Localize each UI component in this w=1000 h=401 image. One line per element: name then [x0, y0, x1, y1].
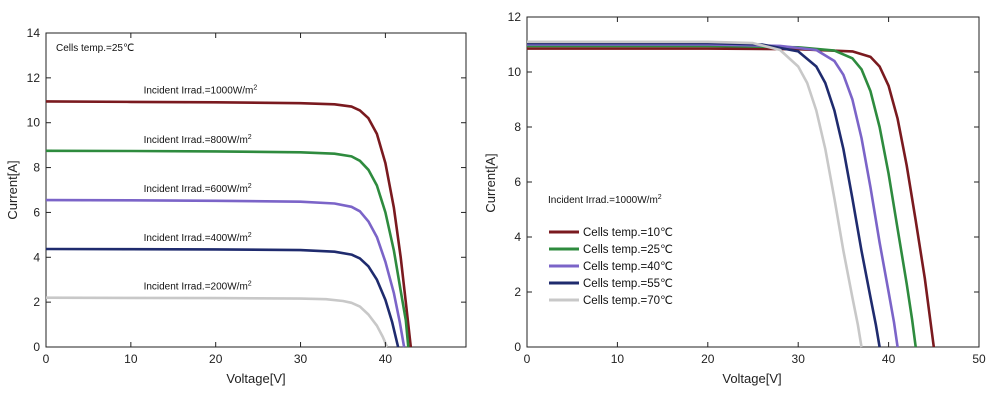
y-tick-label: 12 [508, 10, 522, 24]
series-line-2 [527, 43, 899, 348]
legend-label-3: Cells temp.=55℃ [583, 278, 673, 290]
x-tick-label: 50 [972, 352, 986, 366]
legend-label-4: Cells temp.=70℃ [583, 295, 673, 307]
legend-label-1: Cells temp.=25℃ [583, 244, 673, 256]
annotation-irradiance: Incident Irrad.=1000W/m2 [548, 194, 662, 206]
series-label-3: Incident Irrad.=400W/m2 [144, 232, 252, 244]
series-line-3 [45, 247, 400, 348]
series-line-4 [45, 296, 389, 348]
x-tick-label: 40 [882, 352, 896, 366]
series-line-1 [45, 149, 410, 348]
series-label-4: Incident Irrad.=200W/m2 [144, 281, 252, 293]
chart-irradiance: 0 10 20 30 40 0 2 4 6 8 10 12 14 Cells temp.=25℃ Vo… [5, 26, 467, 386]
y-tick-label: 14 [27, 26, 41, 40]
x-tick-label: 20 [209, 352, 223, 366]
x-tick-label: 40 [379, 352, 393, 366]
x-tick-label: 0 [524, 352, 531, 366]
series-label-1: Incident Irrad.=800W/m2 [144, 134, 252, 146]
series-line-4 [527, 40, 863, 348]
y-tick-label: 6 [514, 175, 521, 189]
y-tick-label: 0 [33, 340, 40, 354]
plot-frame-left [45, 32, 467, 348]
y-tick-label: 2 [514, 285, 521, 299]
legend-right: Cells temp.=10℃ Cells temp.=25℃ Cells temp… [549, 227, 673, 307]
y-tick-label: 10 [27, 116, 41, 130]
annotation-cells-temp: Cells temp.=25℃ [56, 43, 134, 54]
chart-temperature: 0 10 20 30 40 50 0 2 4 6 8 10 12 Incident Irrad.=10… [483, 10, 986, 386]
y-axis-label-right: Current[A] [483, 153, 498, 212]
y-tick-label: 12 [27, 71, 41, 85]
y-tick-label: 6 [33, 205, 40, 219]
series-label-2: Incident Irrad.=600W/m2 [144, 183, 252, 195]
y-axis-label-left: Current[A] [5, 160, 20, 219]
y-tick-label: 10 [508, 65, 522, 79]
x-axis-label-left: Voltage[V] [226, 371, 285, 386]
y-tick-label: 2 [33, 295, 40, 309]
x-axis-label-right: Voltage[V] [722, 371, 781, 386]
y-tick-label: 0 [514, 340, 521, 354]
x-tick-label: 10 [124, 352, 138, 366]
series-label-0: Incident Irrad.=1000W/m2 [144, 84, 258, 96]
y-tick-label: 4 [33, 250, 40, 264]
y-tick-label: 8 [33, 161, 40, 175]
series-line-2 [45, 198, 406, 348]
legend-label-2: Cells temp.=40℃ [583, 261, 673, 273]
x-tick-label: 30 [294, 352, 308, 366]
x-tick-label: 0 [43, 352, 50, 366]
y-tick-label: 4 [514, 230, 521, 244]
series-line-0 [45, 100, 413, 348]
y-tick-label: 8 [514, 120, 521, 134]
x-tick-label: 10 [611, 352, 625, 366]
legend-label-0: Cells temp.=10℃ [583, 227, 673, 239]
x-tick-label: 30 [792, 352, 806, 366]
x-tick-label: 20 [701, 352, 715, 366]
